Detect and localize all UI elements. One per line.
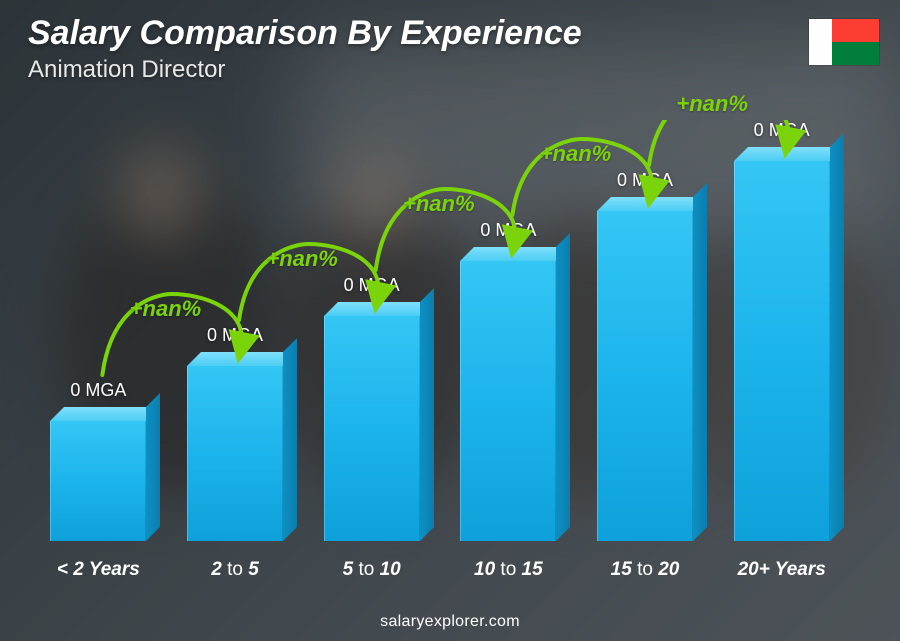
flag-row-top (809, 19, 879, 42)
bar-side (556, 233, 570, 541)
bar-value-label: 0 MGA (754, 120, 810, 141)
bar (597, 211, 693, 541)
pct-increase-label: +nan% (266, 246, 338, 272)
bar-side (146, 393, 160, 541)
bar-value-label: 0 MGA (70, 380, 126, 401)
bar-side (420, 288, 434, 541)
bar (187, 366, 283, 541)
chart-area: 0 MGA 0 MGA 0 MGA 0 MGA 0 MGA 0 MGA < 2 Years… (30, 120, 850, 581)
bar-side (693, 183, 707, 541)
chart-stage: Salary Comparison By Experience Animatio… (0, 0, 900, 641)
bar-slot: 0 MGA (713, 120, 850, 541)
flag-white (809, 19, 832, 42)
pct-increase-label: +nan% (403, 191, 475, 217)
bar-slot: 0 MGA (577, 120, 714, 541)
bar-front (460, 261, 556, 541)
x-axis-label: 15 to 20 (577, 559, 714, 581)
bar-slot: 0 MGA (167, 120, 304, 541)
x-axis-label: 5 to 10 (303, 559, 440, 581)
chart-subtitle: Animation Director (28, 56, 225, 84)
x-axis-label: 20+ Years (713, 559, 850, 581)
bar-slot: 0 MGA (303, 120, 440, 541)
bar-slot: 0 MGA (30, 120, 167, 541)
bar-front (734, 161, 830, 541)
bar (324, 316, 420, 541)
x-axis-label: < 2 Years (30, 559, 167, 581)
bar (734, 161, 830, 541)
flag-red (832, 19, 879, 42)
bar-top (50, 407, 160, 421)
pct-increase-label: +nan% (540, 141, 612, 167)
flag-row-bottom (809, 42, 879, 65)
pct-increase-label: +nan% (130, 296, 202, 322)
bar-container: 0 MGA 0 MGA 0 MGA 0 MGA 0 MGA 0 MGA (30, 120, 850, 541)
bar-top (734, 147, 844, 161)
bar-front (187, 366, 283, 541)
flag-white (809, 42, 832, 65)
bar-side (283, 338, 297, 541)
footer-text: salaryexplorer.com (0, 613, 900, 631)
x-axis-label: 10 to 15 (440, 559, 577, 581)
bar-front (50, 421, 146, 541)
chart-title: Salary Comparison By Experience (28, 14, 582, 53)
bar-top (324, 302, 434, 316)
bar-slot: 0 MGA (440, 120, 577, 541)
bar-top (597, 197, 707, 211)
bar (460, 261, 556, 541)
bar-value-label: 0 MGA (617, 170, 673, 191)
bar-side (830, 133, 844, 541)
x-axis-label: 2 to 5 (167, 559, 304, 581)
bar-value-label: 0 MGA (344, 275, 400, 296)
pct-increase-label: +nan% (676, 91, 748, 117)
bar (50, 421, 146, 541)
bar-top (187, 352, 297, 366)
country-flag (808, 18, 880, 66)
bar-top (460, 247, 570, 261)
flag-green (832, 42, 879, 65)
bar-value-label: 0 MGA (480, 220, 536, 241)
bar-value-label: 0 MGA (207, 325, 263, 346)
x-axis: < 2 Years2 to 55 to 1010 to 1515 to 2020… (30, 559, 850, 581)
bar-front (597, 211, 693, 541)
bar-front (324, 316, 420, 541)
